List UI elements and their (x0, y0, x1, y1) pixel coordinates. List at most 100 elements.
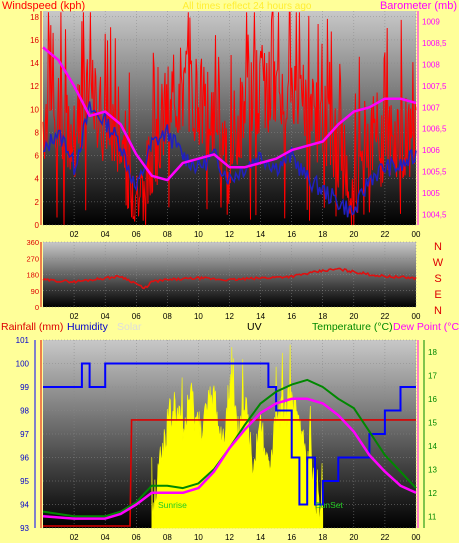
chart1-y-left-tick: 8 (35, 128, 40, 137)
chart1-y-right-tick: 1009 (422, 18, 440, 27)
dew-point-label: Dew Point (°C) (393, 321, 459, 333)
chart2-x-tick: 08 (163, 312, 172, 321)
chart2-x-tick: 22 (380, 312, 389, 321)
direction-letter: E (434, 289, 441, 301)
chart3-y-left-tick: 94 (20, 501, 29, 510)
chart1-y-left-tick: 6 (35, 152, 40, 161)
wind-direction-line (42, 267, 417, 290)
chart2-y-tick: 90 (31, 287, 39, 296)
chart1-y-right-tick: 1005,5 (422, 168, 447, 177)
chart1-x-tick: 12 (225, 230, 234, 239)
chart3-x-tick: 02 (70, 533, 79, 542)
chart2-y-ticks: 0 90 180 270 360 (26, 238, 42, 312)
chart1-y-right-tick: 1005 (422, 189, 440, 198)
chart1-y-right-tick: 1008,5 (422, 39, 447, 48)
chart1-y-left-tick: 2 (35, 198, 40, 207)
direction-letter: S (434, 273, 441, 285)
chart1-y-right-tick: 1006,5 (422, 125, 447, 134)
chart3-x-tick: 06 (132, 533, 141, 542)
dew-point-line (42, 397, 417, 520)
chart1-x-tick: 06 (132, 230, 141, 239)
rain-humidity-temperature-chart: 02 04 06 08 10 12 14 16 18 20 22 00 93 94 95 96 97 98 99 1… (1, 321, 459, 542)
chart1-x-tick: 22 (380, 230, 389, 239)
chart1-x-tick: 18 (318, 230, 327, 239)
humidity-label: Humidity (67, 321, 109, 333)
chart2-x-tick: 12 (225, 312, 234, 321)
chart3-x-tick: 08 (163, 533, 172, 542)
chart3-x-tick: 00 (412, 533, 421, 542)
sunset-label: SunSet (315, 500, 344, 510)
windspeed-line (42, 11, 417, 226)
chart1-y-right-ticks: 1004,5 1005 1005,5 1006 1006,5 1007 1007,5 1008… (417, 11, 447, 225)
chart2-x-tick: 06 (132, 312, 141, 321)
chart2-series (42, 267, 417, 290)
chart2-y-tick: 360 (26, 238, 39, 247)
chart1-grid (43, 11, 417, 226)
barometer-line (42, 46, 417, 182)
chart3-y-left-ticks: 93 94 95 96 97 98 99 100 101 (16, 336, 42, 533)
chart3-y-left-tick: 98 (20, 407, 29, 416)
chart3-x-tick: 22 (380, 533, 389, 542)
chart3-x-tick: 16 (287, 533, 296, 542)
chart1-y-left-tick: 0 (35, 221, 40, 230)
chart2-y-tick: 180 (26, 271, 39, 280)
chart3-x-tick: 10 (194, 533, 203, 542)
windspeed-axis-label: Windspeed (kph) (2, 0, 85, 12)
temperature-line (42, 378, 417, 518)
direction-letter: N (434, 241, 442, 253)
chart1-y-left-tick: 14 (30, 59, 39, 68)
chart3-y-left-tick: 99 (20, 383, 29, 392)
chart2-x-tick: 04 (101, 312, 110, 321)
chart2-x-tick: 20 (349, 312, 358, 321)
chart1-y-right-tick: 1008 (422, 61, 440, 70)
chart3-y-right-tick: 11 (428, 512, 437, 521)
chart3-y-left-tick: 93 (20, 524, 29, 533)
chart1-y-left-tick: 10 (30, 105, 39, 114)
chart3-y-left-tick: 97 (20, 430, 29, 439)
chart1-y-left-ticks: 0 2 4 6 8 10 12 14 16 18 (30, 11, 42, 230)
chart1-x-tick: 14 (256, 230, 265, 239)
chart3-y-left-tick: 95 (20, 477, 29, 486)
humidity-line (43, 362, 416, 506)
chart1-x-tick: 04 (101, 230, 110, 239)
rainfall-label: Rainfall (mm) (1, 321, 63, 333)
chart2-grid (43, 241, 417, 308)
chart3-y-right-tick: 17 (428, 371, 437, 380)
chart1-y-left-tick: 12 (30, 82, 39, 91)
chart1-x-ticks: 02 04 06 08 10 12 14 16 18 20 22 00 (70, 230, 421, 239)
chart1-series (42, 11, 417, 226)
chart2-x-tick: 18 (318, 312, 327, 321)
chart1-y-right-tick: 1004,5 (422, 210, 447, 219)
chart3-y-right-tick: 18 (428, 348, 437, 357)
chart2-x-tick: 00 (412, 312, 421, 321)
chart2-x-ticks: 02 04 06 08 10 12 14 16 18 20 22 00 (70, 312, 421, 321)
chart1-y-right-tick: 1007 (422, 103, 440, 112)
chart1-x-tick: 02 (70, 230, 79, 239)
chart1-x-tick: 20 (349, 230, 358, 239)
uv-label: UV (247, 321, 262, 333)
sunrise-label: Sunrise (158, 500, 187, 510)
chart3-y-right-tick: 16 (428, 395, 437, 404)
chart3-x-tick: 14 (256, 533, 265, 542)
chart1-x-tick: 16 (287, 230, 296, 239)
chart3-y-right-ticks: 11 12 13 14 15 16 17 18 (417, 340, 437, 528)
chart2-x-tick: 14 (256, 312, 265, 321)
rainfall-line (43, 419, 416, 527)
temperature-label: Temperature (°C) (312, 321, 393, 333)
chart1-y-left-tick: 18 (30, 13, 39, 22)
chart3-y-left-tick: 101 (16, 336, 30, 345)
direction-letter: N (434, 305, 442, 317)
wind-barometer-chart: 02 04 06 08 10 12 14 16 18 20 22 00 024681012141618… (2, 0, 457, 239)
chart3-y-right-tick: 12 (428, 489, 437, 498)
chart1-x-tick: 08 (163, 230, 172, 239)
chart3-y-left-tick: 100 (16, 360, 30, 369)
chart1-y-left-tick: 4 (35, 175, 40, 184)
chart3-x-tick: 12 (225, 533, 234, 542)
chart3-x-ticks: 02 04 06 08 10 12 14 16 18 20 22 00 (70, 533, 421, 542)
chart3-x-tick: 20 (349, 533, 358, 542)
chart3-y-right-tick: 14 (428, 442, 437, 451)
chart2-x-tick: 10 (194, 312, 203, 321)
